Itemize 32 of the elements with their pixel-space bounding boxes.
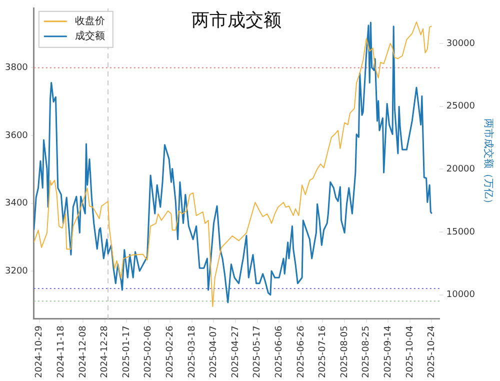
x-tick-label: 2025-04-07 [209, 326, 220, 378]
legend-label: 成交额 [74, 30, 105, 42]
x-tick-label: 2024-10-29 [34, 325, 45, 378]
x-tick-label: 2025-06-26 [296, 325, 306, 378]
y2-tick-label: 25000 [446, 102, 476, 112]
x-tick-label: 2024-11-18 [56, 325, 66, 378]
x-tick-label: 2025-02-06 [144, 325, 154, 378]
y2-tick-label: 20000 [446, 164, 476, 175]
x-tick-label: 2025-02-26 [165, 325, 176, 378]
legend-label: 收盘价 [74, 14, 105, 27]
x-tick-label: 2025-03-18 [187, 325, 198, 378]
y-tick-label: 3200 [5, 266, 28, 277]
x-tick-label: 2025-05-17 [252, 326, 263, 378]
y-tick-label: 3400 [5, 198, 28, 209]
chart-title: 两市成交额 [192, 10, 282, 32]
y2-tick-label: 10000 [446, 290, 476, 300]
x-tick-label: 2025-04-27 [230, 326, 241, 378]
x-tick-label: 2025-08-05 [340, 326, 350, 378]
x-tick-label: 2024-12-28 [100, 325, 110, 378]
y-tick-label: 3600 [5, 130, 28, 141]
x-tick-label: 2025-01-17 [122, 326, 132, 378]
x-tick-label: 2025-08-25 [362, 326, 372, 378]
x-tick-label: 2025-09-14 [383, 325, 394, 378]
x-tick-label: 2024-12-08 [78, 325, 88, 378]
x-tick-label: 2025-06-06 [274, 325, 284, 378]
y-tick-label: 3800 [5, 63, 28, 74]
y2-tick-label: 30000 [446, 38, 476, 49]
y2-tick-label: 15000 [446, 227, 476, 238]
x-tick-label: 2025-10-24 [427, 325, 438, 378]
x-tick-label: 2025-10-04 [405, 325, 416, 378]
y2-axis-title: 两市成交额（万亿） [482, 118, 494, 209]
x-tick-label: 2025-07-16 [318, 325, 328, 378]
